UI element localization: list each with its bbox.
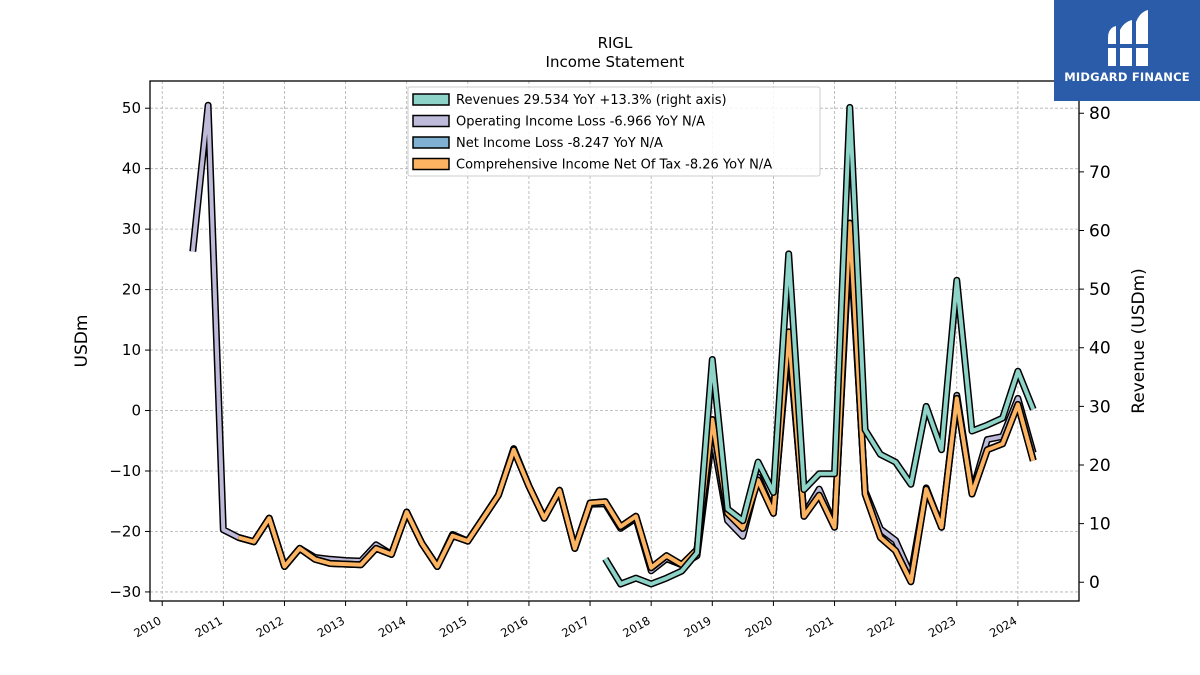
x-tick-label: 2010: [131, 613, 163, 640]
x-tick-label: 2023: [926, 613, 958, 640]
left-tick-label: 40: [122, 160, 141, 178]
legend-label: Revenues 29.534 YoY +13.3% (right axis): [456, 93, 727, 108]
series-line-revenues: [603, 105, 1036, 586]
legend-swatch: [412, 93, 450, 106]
legend-label: Operating Income Loss -6.966 YoY N/A: [456, 115, 705, 130]
x-tick-label: 2013: [315, 613, 347, 640]
axes-frame: [149, 80, 1080, 602]
legend-swatch: [412, 157, 450, 171]
right-tick-label: 0: [1089, 573, 1100, 593]
left-tick-label: 30: [122, 220, 141, 238]
right-tick-label: 50: [1089, 280, 1111, 300]
left-tick-label: 20: [122, 281, 141, 299]
right-tick-label: 20: [1089, 456, 1111, 476]
x-tick-label: 2017: [559, 613, 591, 640]
left-tick-label: −10: [109, 462, 141, 480]
logo-text: MIDGARD FINANCE: [1064, 70, 1190, 84]
series-lines: [189, 101, 1037, 588]
x-tick-label: 2015: [437, 613, 469, 640]
left-tick-label: 50: [122, 99, 141, 117]
right-tick-label: 60: [1089, 221, 1111, 241]
left-axis-label: USDm: [72, 315, 92, 368]
left-tick-label: 10: [122, 341, 141, 359]
left-tick-label: 0: [131, 402, 141, 420]
chart-title: RIGL: [598, 34, 633, 52]
x-tick-label: 2024: [987, 613, 1019, 640]
legend-swatch: [412, 136, 450, 149]
left-axis-ticks: −30 −20 −10 0 10 20 30 40 50: [109, 99, 150, 601]
series-line-comprehensive-income-net-of-tax: [238, 221, 1036, 584]
x-tick-label: 2022: [865, 613, 897, 640]
legend-box: [407, 86, 821, 177]
right-axis-label: Revenue (USDm): [1129, 268, 1149, 414]
right-axis-ticks: 0 10 20 30 40 50 60 70 80: [1079, 104, 1111, 593]
x-tick-label: 2012: [254, 613, 286, 640]
legend-label: Comprehensive Income Net Of Tax -8.26 Yo…: [456, 158, 772, 173]
right-tick-label: 70: [1089, 163, 1111, 183]
right-tick-label: 80: [1089, 104, 1111, 124]
right-tick-label: 30: [1089, 397, 1111, 417]
x-tick-label: 2011: [192, 613, 224, 640]
midgard-finance-logo: MIDGARD FINANCE: [1054, 0, 1200, 101]
series-outline-comprehensive-income-net-of-tax: [237, 219, 1037, 586]
legend: Revenues 29.534 YoY +13.3% (right axis) O…: [407, 86, 821, 177]
right-tick-label: 10: [1089, 515, 1111, 535]
midgard-logo-icon: [1104, 10, 1150, 66]
legend-swatch: [412, 114, 450, 128]
chart-subtitle: Income Statement: [546, 53, 685, 71]
legend-label: Net Income Loss -8.247 YoY N/A: [456, 136, 663, 151]
left-tick-label: −30: [109, 583, 141, 601]
x-tick-label: 2018: [620, 613, 652, 640]
left-tick-label: −20: [109, 522, 141, 540]
right-tick-label: 40: [1089, 339, 1111, 359]
x-tick-label: 2021: [804, 613, 836, 640]
x-tick-label: 2020: [743, 613, 775, 640]
x-tick-label: 2016: [498, 613, 530, 640]
x-tick-label: 2019: [681, 613, 713, 640]
x-tick-label: 2014: [376, 613, 408, 640]
x-axis-ticks: 2010 2011 2012 2013 2014 2015 2016 2017 2018 2019…: [131, 601, 1019, 640]
series-outline-revenues: [602, 103, 1037, 588]
